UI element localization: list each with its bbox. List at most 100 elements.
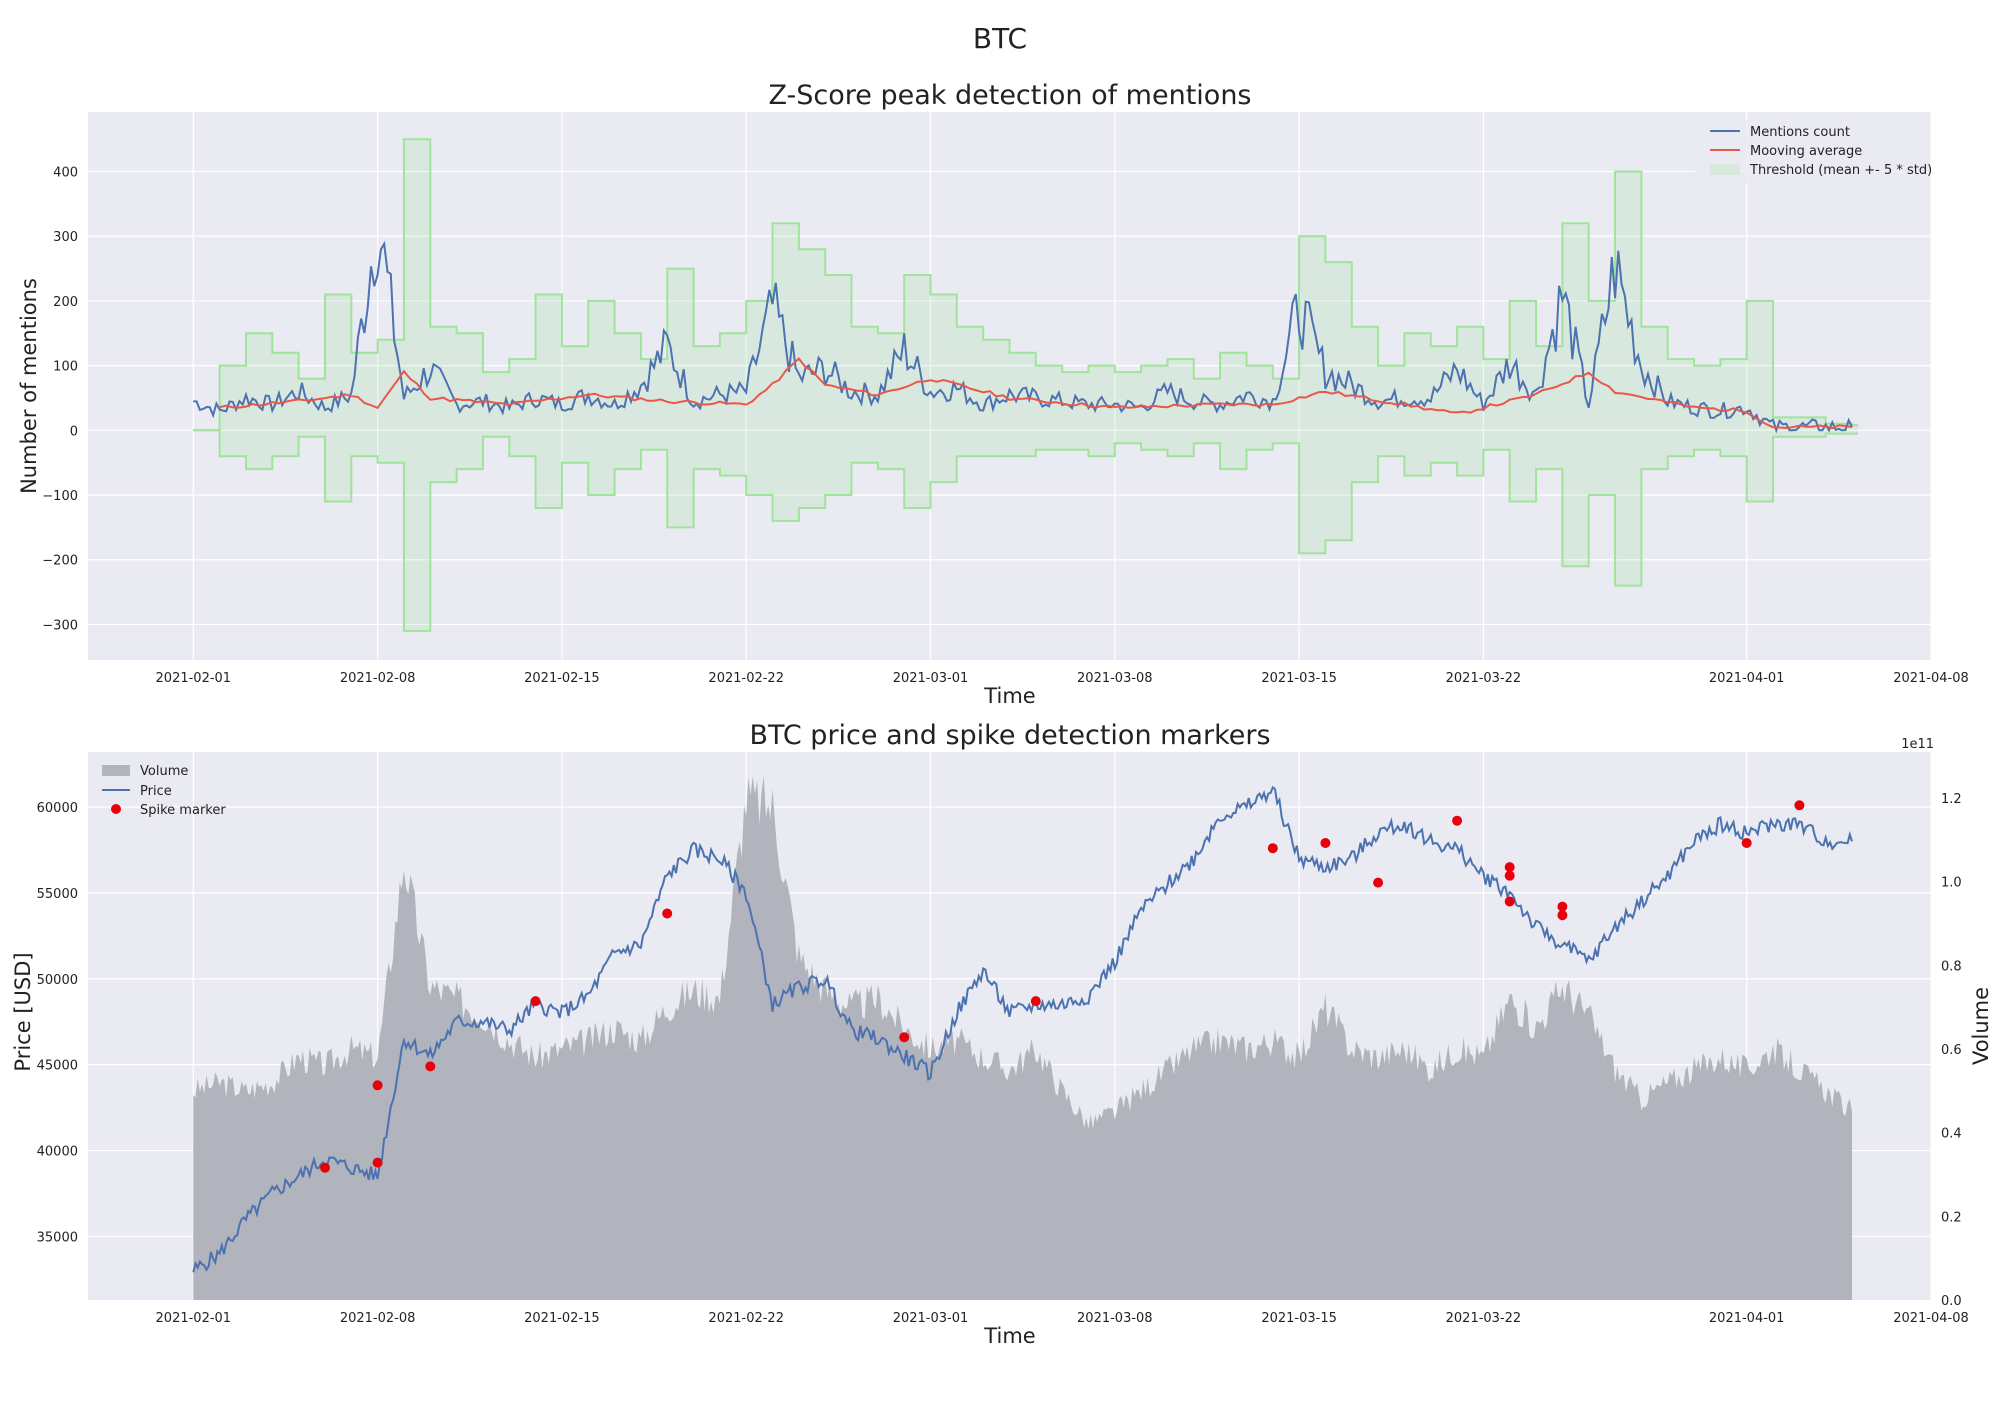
volume-y-tick-label: 1.2 (1941, 792, 1962, 807)
spike-marker-point (1320, 838, 1331, 848)
mentions-x-tick-label: 2021-03-15 (1261, 671, 1337, 686)
price-x-tick-label: 2021-03-15 (1261, 1311, 1337, 1326)
mentions-x-ticks: 2021-02-01 2021-02-08 2021-02-15 2021-02-22… (156, 671, 1969, 686)
price-y-tick-label: 60000 (37, 801, 78, 816)
spike-marker-point (425, 1061, 436, 1072)
threshold-upper-line (193, 138, 1858, 432)
spike-marker-point (1504, 870, 1515, 881)
legend-label-volume: Volume (140, 764, 188, 779)
price-y-axis-label: Price [USD] (11, 952, 35, 1071)
mentions-y-tick-label: 300 (53, 230, 78, 245)
volume-y-tick-label: 0.4 (1941, 1127, 1962, 1142)
volume-y-tick-label: 0.8 (1941, 959, 1962, 974)
mentions-chart-title: Z-Score peak detection of mentions (769, 80, 1252, 111)
mentions-y-tick-label: 400 (53, 166, 78, 181)
mentions-y-tick-label: 100 (53, 360, 78, 375)
mentions-legend: Mentions count Mooving average Threshold… (1695, 120, 1932, 184)
mentions-count-line (193, 240, 1853, 434)
mentions-y-ticks: −300 −200 −100 0 100 200 300 400 (42, 166, 78, 634)
threshold-lower-line (193, 429, 1858, 632)
figure-suptitle: BTC (973, 22, 1027, 55)
mentions-chart: 2021-02-01 2021-02-08 2021-02-15 2021-02-22… (17, 80, 1969, 708)
spike-marker-point (662, 908, 673, 919)
volume-exponent-label: 1e11 (1901, 737, 1934, 752)
volume-area-fill (193, 776, 1852, 1300)
price-x-tick-label: 2021-02-01 (156, 1311, 232, 1326)
mentions-x-tick-label: 2021-02-15 (524, 671, 600, 686)
price-x-ticks: 2021-02-01 2021-02-08 2021-02-15 2021-02-22… (156, 1311, 1969, 1326)
mentions-y-tick-label: −300 (42, 618, 78, 633)
mentions-grid (88, 112, 1932, 660)
price-x-axis-label: Time (983, 1324, 1035, 1348)
volume-y-tick-label: 0.0 (1941, 1294, 1962, 1309)
mentions-x-axis-label: Time (983, 684, 1035, 708)
mentions-x-tick-label: 2021-02-22 (708, 671, 784, 686)
volume-area (193, 776, 1852, 1300)
spike-marker-point (372, 1080, 383, 1091)
volume-y-axis-label: Volume (1969, 987, 1993, 1065)
spike-marker-point (1504, 862, 1515, 873)
spike-marker-point (1030, 996, 1041, 1007)
price-y-tick-label: 55000 (37, 887, 78, 902)
price-x-tick-label: 2021-02-08 (340, 1311, 416, 1326)
mentions-lines (193, 240, 1853, 434)
legend-swatch-spike-marker (111, 804, 121, 814)
price-y-ticks: 35000 40000 45000 50000 55000 60000 (37, 801, 78, 1245)
price-legend: Volume Price Spike marker (102, 764, 226, 818)
spike-marker-point (1267, 843, 1278, 854)
spike-marker-point (1557, 910, 1568, 921)
mentions-y-axis-label: Number of mentions (17, 278, 41, 494)
price-line (192, 785, 1853, 1273)
price-y-tick-label: 40000 (37, 1145, 78, 1160)
price-chart-title: BTC price and spike detection markers (749, 720, 1270, 751)
legend-label-mooving-average: Mooving average (1750, 144, 1862, 159)
spike-marker-point (1794, 800, 1805, 811)
price-y-tick-label: 45000 (37, 1059, 78, 1074)
mentions-x-tick-label: 2021-04-08 (1893, 671, 1969, 686)
price-x-tick-label: 2021-03-08 (1077, 1311, 1153, 1326)
threshold-band-fill (193, 139, 1858, 631)
spike-marker-point (372, 1157, 383, 1168)
legend-swatch-threshold (1710, 164, 1740, 175)
legend-swatch-volume (102, 765, 130, 776)
mentions-y-tick-label: −200 (42, 554, 78, 569)
volume-y-ticks: 0.0 0.2 0.4 0.6 0.8 1.0 1.2 (1941, 792, 1962, 1309)
volume-y-tick-label: 0.6 (1941, 1043, 1962, 1058)
spike-marker-point (1452, 815, 1463, 826)
mentions-x-tick-label: 2021-03-01 (893, 671, 969, 686)
spike-marker-point (899, 1032, 910, 1043)
mentions-x-tick-label: 2021-03-08 (1077, 671, 1153, 686)
price-lines (192, 785, 1853, 1273)
volume-y-tick-label: 1.0 (1941, 876, 1962, 891)
mentions-y-tick-label: 0 (70, 424, 78, 439)
mentions-x-tick-label: 2021-04-01 (1709, 671, 1785, 686)
mentions-x-tick-label: 2021-02-08 (340, 671, 416, 686)
price-x-tick-label: 2021-04-08 (1893, 1311, 1969, 1326)
price-x-tick-label: 2021-03-01 (893, 1311, 969, 1326)
spike-markers (320, 800, 1805, 1173)
spike-marker-point (1557, 901, 1568, 912)
legend-label-threshold: Threshold (mean +- 5 * std) (1749, 163, 1932, 178)
legend-label-mentions-count: Mentions count (1750, 125, 1850, 140)
spike-marker-point (320, 1162, 330, 1173)
price-x-tick-label: 2021-04-01 (1709, 1311, 1785, 1326)
threshold-band (193, 138, 1858, 632)
spike-marker-point (1504, 896, 1515, 907)
mentions-plot-area (88, 112, 1931, 660)
price-chart: 2021-02-01 2021-02-08 2021-02-15 2021-02-22… (11, 720, 1993, 1348)
spike-marker-point (530, 996, 541, 1007)
mentions-y-tick-label: −100 (42, 489, 78, 504)
mentions-y-tick-label: 200 (53, 295, 78, 310)
mentions-x-tick-label: 2021-03-22 (1446, 671, 1522, 686)
legend-label-price: Price (140, 784, 172, 799)
spike-marker-point (1741, 838, 1752, 848)
price-x-tick-label: 2021-02-15 (524, 1311, 600, 1326)
spike-marker-point (1373, 877, 1384, 888)
mentions-x-tick-label: 2021-02-01 (156, 671, 232, 686)
legend-label-spike-marker: Spike marker (140, 803, 226, 818)
volume-y-tick-label: 0.2 (1941, 1210, 1962, 1225)
price-x-tick-label: 2021-03-22 (1446, 1311, 1522, 1326)
price-y-tick-label: 35000 (37, 1230, 78, 1245)
